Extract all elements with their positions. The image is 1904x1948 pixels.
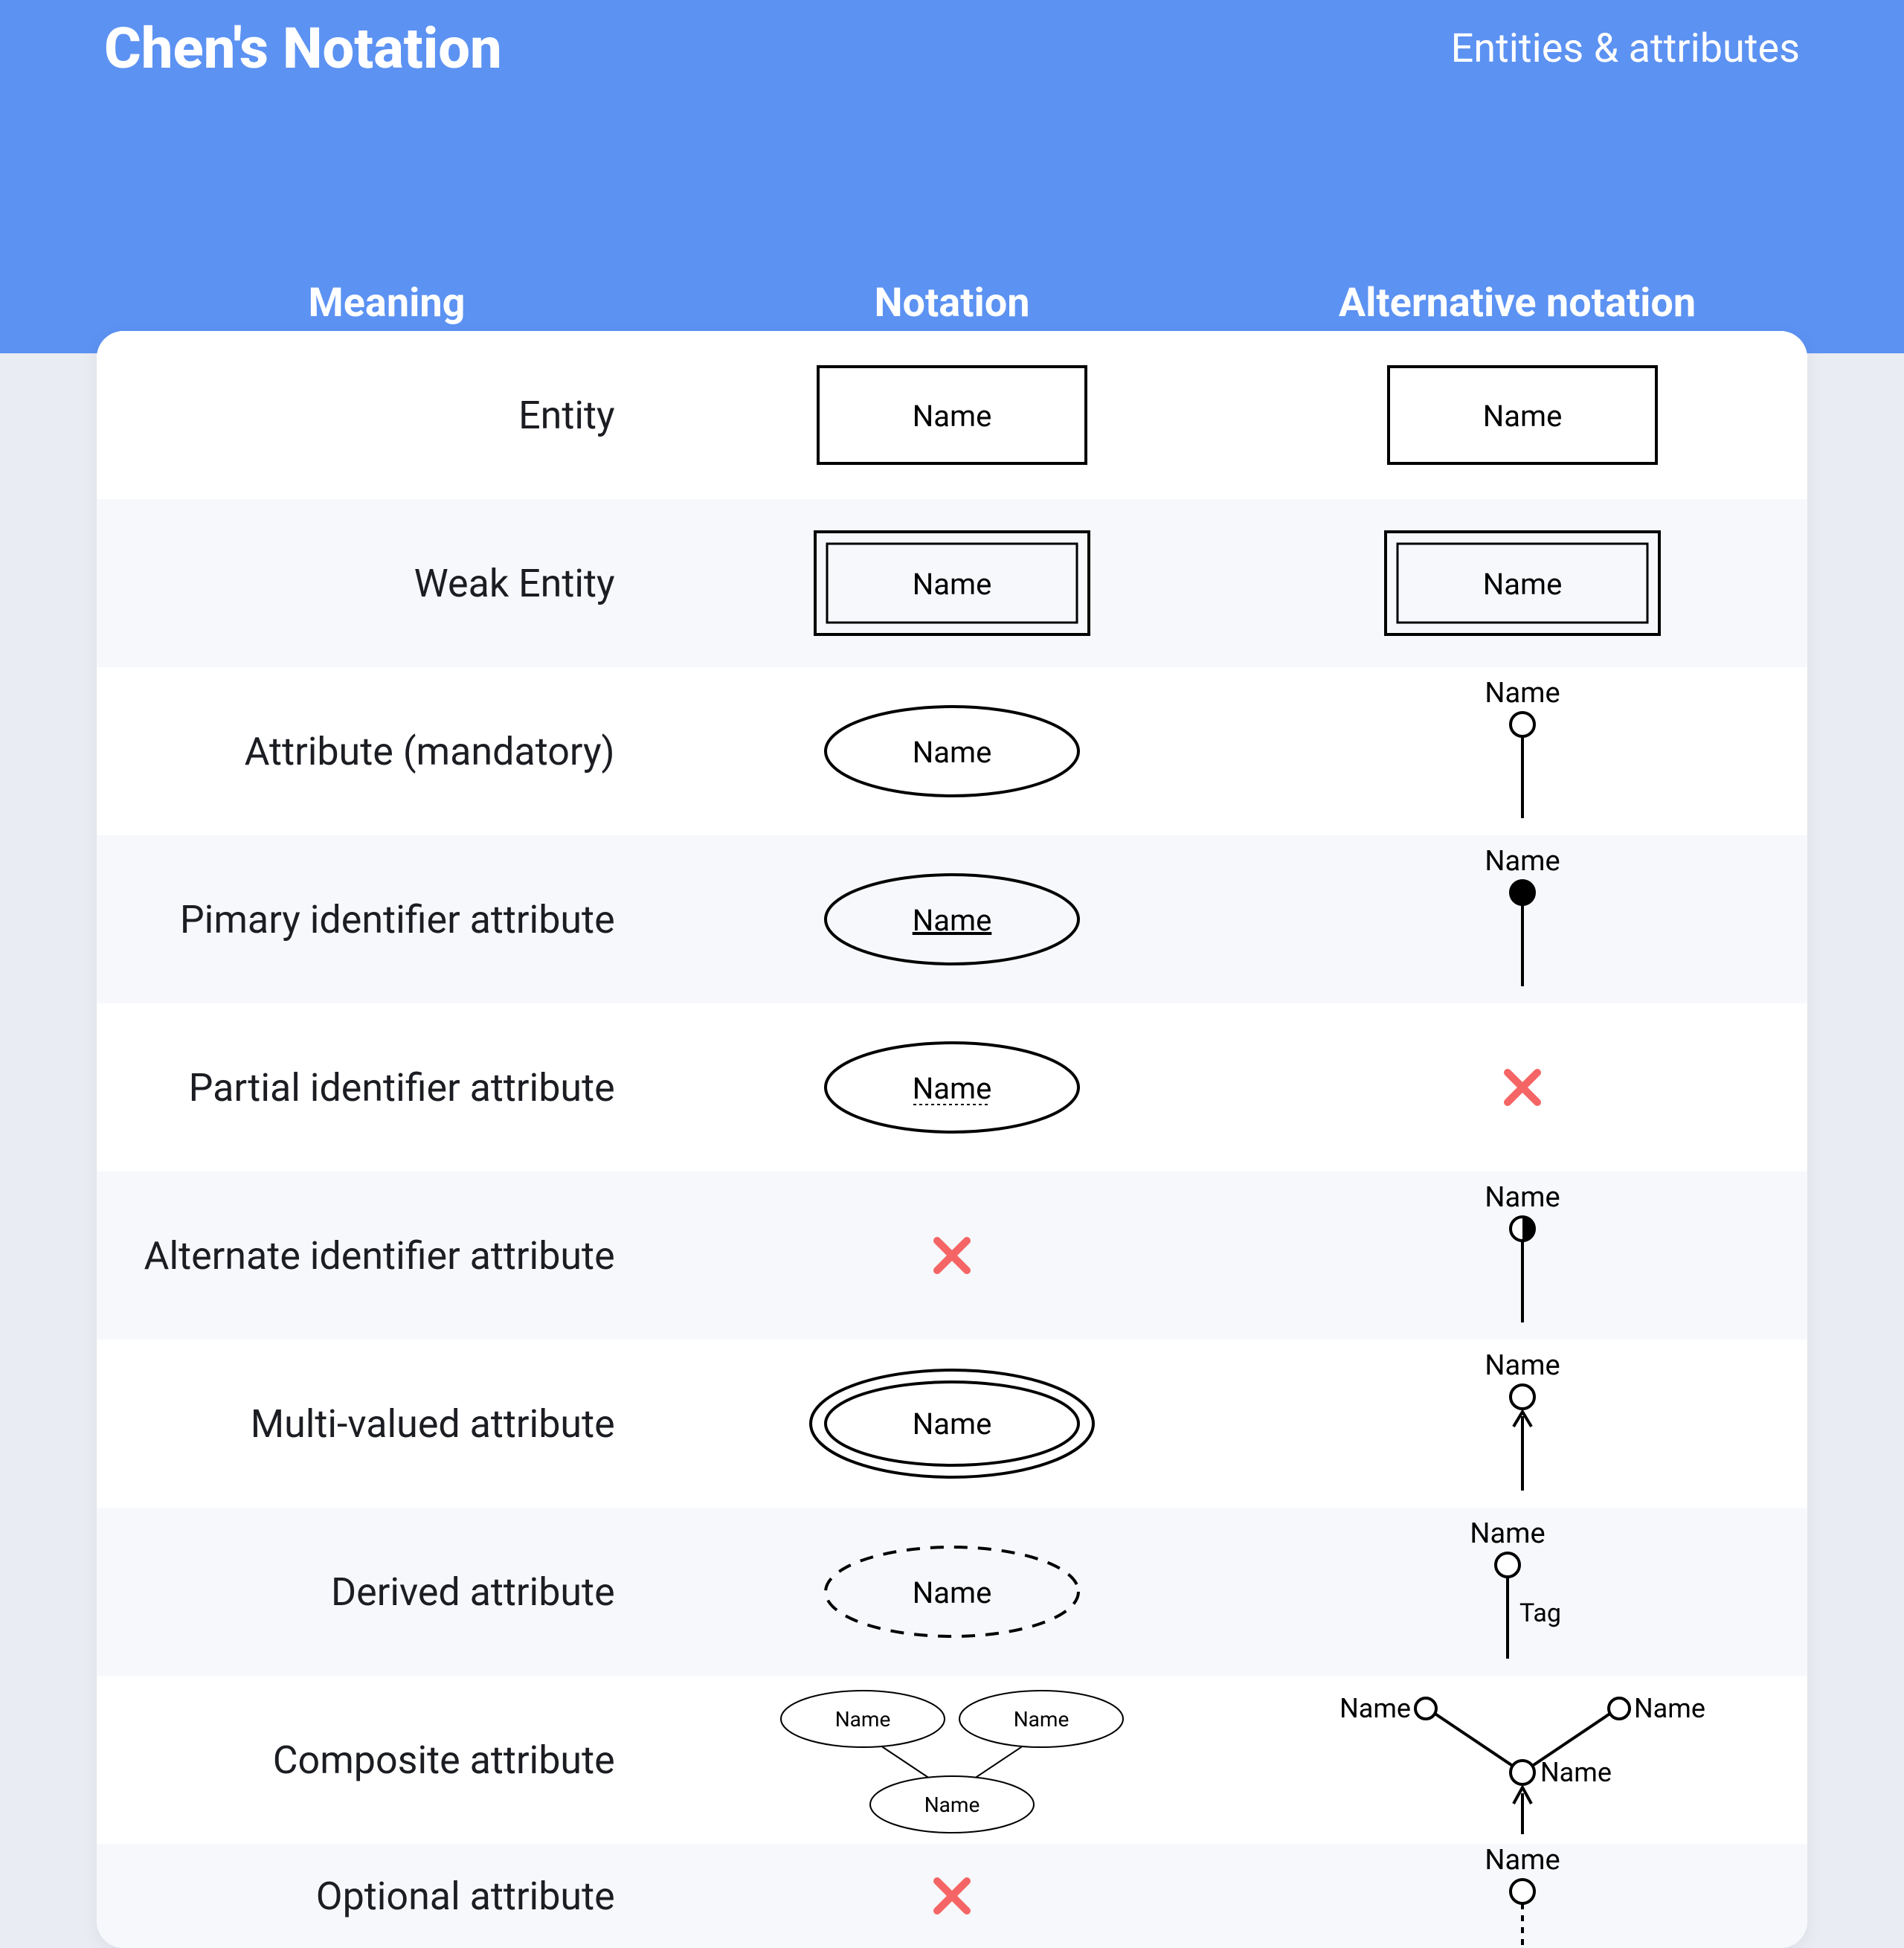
entity-rect-alt-icon: Name xyxy=(1381,359,1664,471)
multivalued-lollipop-icon: Name xyxy=(1448,1349,1597,1498)
alt-cell: Name Name Name xyxy=(1237,1676,1807,1844)
notation-table: Entity Name Name Weak Entity Name xyxy=(97,331,1807,1948)
optional-lollipop-icon: Name xyxy=(1448,1844,1597,1948)
svg-text:Name: Name xyxy=(913,399,992,434)
derived-ellipse-icon: Name xyxy=(811,1536,1093,1648)
svg-text:Name: Name xyxy=(1470,1517,1545,1550)
col-notation: Notation xyxy=(669,280,1235,327)
derived-lollipop-icon: Name Tag xyxy=(1426,1517,1619,1666)
svg-text:Name: Name xyxy=(1485,677,1560,710)
alt-cell: Name xyxy=(1237,1171,1807,1340)
table-row: Optional attribute Name xyxy=(97,1844,1807,1948)
page-title: Chen's Notation xyxy=(104,15,502,82)
cross-icon xyxy=(930,1874,974,1918)
notation-cell: Name Name Name xyxy=(667,1676,1238,1844)
meaning-label: Partial identifier attribute xyxy=(97,1064,667,1112)
meaning-label: Attribute (mandatory) xyxy=(97,727,667,776)
table-row: Attribute (mandatory) Name Name xyxy=(97,667,1807,835)
meaning-label: Alternate identifier attribute xyxy=(97,1232,667,1280)
svg-text:Name: Name xyxy=(1482,567,1562,602)
notation-cell: Name xyxy=(667,499,1238,667)
svg-text:Name: Name xyxy=(1540,1757,1612,1788)
entity-rect-icon: Name xyxy=(811,359,1093,471)
svg-text:Name: Name xyxy=(1485,1844,1560,1877)
attribute-lollipop-icon: Name xyxy=(1448,677,1597,826)
col-alt: Alternative notation xyxy=(1235,280,1800,327)
cross-icon xyxy=(930,1233,974,1278)
table-row: Derived attribute Name Name Tag xyxy=(97,1508,1807,1676)
table-row: Composite attribute Name Name Name Name … xyxy=(97,1676,1807,1844)
composite-lollipop-icon: Name Name Name xyxy=(1329,1682,1716,1838)
col-meaning: Meaning xyxy=(104,280,669,327)
svg-text:Tag: Tag xyxy=(1519,1598,1561,1628)
cross-icon xyxy=(1500,1065,1545,1110)
alt-cell xyxy=(1237,1003,1807,1171)
svg-text:Name: Name xyxy=(835,1707,891,1732)
weak-entity-icon: Name xyxy=(811,527,1093,639)
svg-text:Name: Name xyxy=(1339,1693,1411,1724)
svg-text:Name: Name xyxy=(924,1793,980,1817)
svg-text:Name: Name xyxy=(1485,1181,1560,1214)
table-row: Alternate identifier attribute Name xyxy=(97,1171,1807,1340)
alt-cell: Name xyxy=(1237,499,1807,667)
composite-ellipse-icon: Name Name Name xyxy=(759,1682,1145,1838)
table-row: Weak Entity Name Name xyxy=(97,499,1807,667)
meaning-label: Multi-valued attribute xyxy=(97,1400,667,1448)
notation-cell: Name xyxy=(667,835,1238,1003)
notation-cell: Name xyxy=(667,331,1238,499)
table-row: Pimary identifier attribute Name Name xyxy=(97,835,1807,1003)
svg-text:Name: Name xyxy=(1014,1707,1070,1732)
svg-text:Name: Name xyxy=(1485,845,1560,878)
svg-text:Name: Name xyxy=(913,567,992,602)
svg-text:Name: Name xyxy=(1482,399,1562,434)
svg-text:Name: Name xyxy=(1485,1349,1560,1382)
meaning-label: Composite attribute xyxy=(97,1736,667,1784)
alt-cell: Name xyxy=(1237,835,1807,1003)
alt-cell: Name xyxy=(1237,667,1807,835)
page-subtitle: Entities & attributes xyxy=(1451,25,1800,72)
notation-cell: Name xyxy=(667,1003,1238,1171)
svg-text:Name: Name xyxy=(913,1407,992,1441)
notation-cell: Name xyxy=(667,1508,1238,1676)
weak-entity-alt-icon: Name xyxy=(1381,527,1664,639)
svg-text:Name: Name xyxy=(913,1575,992,1610)
alt-cell: Name Tag xyxy=(1237,1508,1807,1676)
meaning-label: Derived attribute xyxy=(97,1568,667,1616)
svg-text:Name: Name xyxy=(1634,1693,1705,1724)
multivalued-ellipse-icon: Name xyxy=(803,1364,1101,1483)
primary-id-lollipop-icon: Name xyxy=(1448,845,1597,994)
alt-cell: Name xyxy=(1237,1340,1807,1508)
attribute-ellipse-icon: Name xyxy=(811,695,1093,807)
meaning-label: Entity xyxy=(97,391,667,440)
alt-cell: Name xyxy=(1237,1844,1807,1948)
notation-cell xyxy=(667,1171,1238,1340)
svg-text:Name: Name xyxy=(913,735,992,770)
meaning-label: Weak Entity xyxy=(97,559,667,608)
header: Chen's Notation Entities & attributes Me… xyxy=(0,0,1904,353)
notation-cell xyxy=(667,1844,1238,1948)
svg-text:Name: Name xyxy=(913,903,992,938)
alt-cell: Name xyxy=(1237,331,1807,499)
notation-cell: Name xyxy=(667,667,1238,835)
table-row: Multi-valued attribute Name Name xyxy=(97,1340,1807,1508)
title-row: Chen's Notation Entities & attributes xyxy=(104,7,1800,89)
svg-text:Name: Name xyxy=(913,1071,992,1106)
partial-id-ellipse-icon: Name xyxy=(811,1032,1093,1143)
meaning-label: Pimary identifier attribute xyxy=(97,896,667,944)
meaning-label: Optional attribute xyxy=(97,1872,667,1920)
alternate-id-lollipop-icon: Name xyxy=(1448,1181,1597,1330)
column-headers: Meaning Notation Alternative notation xyxy=(104,280,1800,327)
table-row: Partial identifier attribute Name xyxy=(97,1003,1807,1171)
notation-cell: Name xyxy=(667,1340,1238,1508)
table-row: Entity Name Name xyxy=(97,331,1807,499)
primary-id-ellipse-icon: Name xyxy=(811,864,1093,975)
